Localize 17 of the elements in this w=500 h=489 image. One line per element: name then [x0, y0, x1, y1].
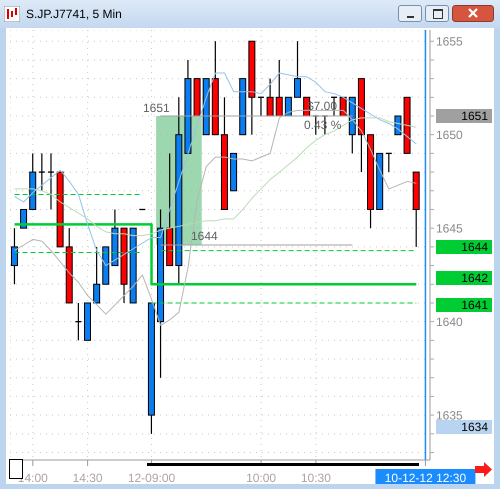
text: 1642: [436, 271, 492, 285]
y-tick-label: 1640: [436, 314, 464, 329]
x-tick-label: 10:30: [300, 471, 332, 485]
y-tick-label: 1650: [436, 128, 464, 142]
y-tick-label: 1635: [436, 408, 464, 422]
x-tick-label: 10:00: [246, 471, 276, 485]
text: 1644: [436, 240, 492, 254]
annotation: 1651: [142, 101, 171, 115]
text: 1634: [436, 420, 492, 434]
text: 1641: [436, 298, 492, 312]
y-tick-label: 1655: [436, 34, 464, 48]
text: 1651: [436, 109, 492, 123]
y-tick-label: 1645: [436, 221, 464, 236]
chart-title: S.JP.J7741, 5 Min: [26, 7, 122, 21]
x-tick-label: 10-12-12 12:30: [384, 471, 466, 485]
x-tick-label: 14:30: [72, 471, 103, 485]
x-tick-label: 12-09:00: [128, 471, 176, 485]
